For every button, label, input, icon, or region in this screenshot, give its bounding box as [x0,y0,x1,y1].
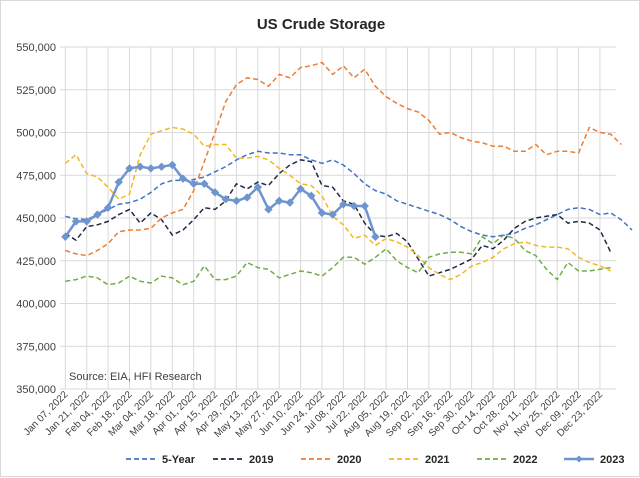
data-point [307,191,316,200]
data-point [232,196,241,206]
data-point [61,232,70,242]
data-point [178,174,188,183]
y-tick-label: 350,000 [16,384,56,396]
legend-label: 5-Year [162,454,196,466]
data-point [135,162,145,171]
data-point [253,183,263,192]
source-note: Source: EIA, HFI Research [69,371,202,383]
series-line-2020 [65,61,622,257]
series-line-2021 [64,126,612,281]
data-point [93,210,102,219]
chart-title: US Crude Storage [257,16,385,33]
y-tick-label: 475,000 [16,170,56,182]
legend-label: 2019 [249,454,273,466]
data-point [221,194,230,204]
data-point [210,188,220,197]
data-point [328,210,337,219]
legend-label: 2020 [337,454,361,466]
data-point [349,201,359,211]
data-point [264,205,273,214]
data-point [285,198,295,207]
series-line-2019 [64,159,612,277]
data-point [296,184,305,194]
series-line-5-year [65,150,633,238]
legend-label: 2022 [513,454,537,466]
data-point [146,164,156,173]
y-tick-label: 500,000 [16,128,56,140]
data-point [339,200,348,209]
y-tick-label: 400,000 [16,299,56,311]
data-point [200,179,209,189]
data-point [103,203,113,212]
y-tick-label: 450,000 [16,213,56,225]
data-point [114,177,124,187]
y-tick-label: 425,000 [16,256,56,268]
data-point [82,217,91,226]
legend: 5-Year 2019 2020 2021 2022 2023 [126,454,624,466]
y-axis: 350,000 375,000 400,000 425,000 450,000 475,0… [16,42,56,396]
data-point [274,196,284,206]
legend-label: 2023 [600,454,624,466]
legend-label: 2021 [425,454,449,466]
data-point [71,217,81,226]
series-line-2022 [65,234,611,286]
data-point [371,232,380,242]
y-tick-label: 550,000 [16,42,56,54]
data-point [168,160,177,170]
data-point [317,208,327,218]
y-tick-label: 375,000 [16,341,56,353]
data-point [189,179,198,189]
data-point [125,164,134,173]
y-tick-label: 525,000 [16,85,56,97]
data-point [242,193,252,202]
series-line-2023 [64,163,377,238]
plot-area [61,61,633,286]
gridlines [60,46,616,390]
legend-marker-2023 [575,455,583,463]
data-point [157,162,166,171]
data-point [360,201,369,211]
